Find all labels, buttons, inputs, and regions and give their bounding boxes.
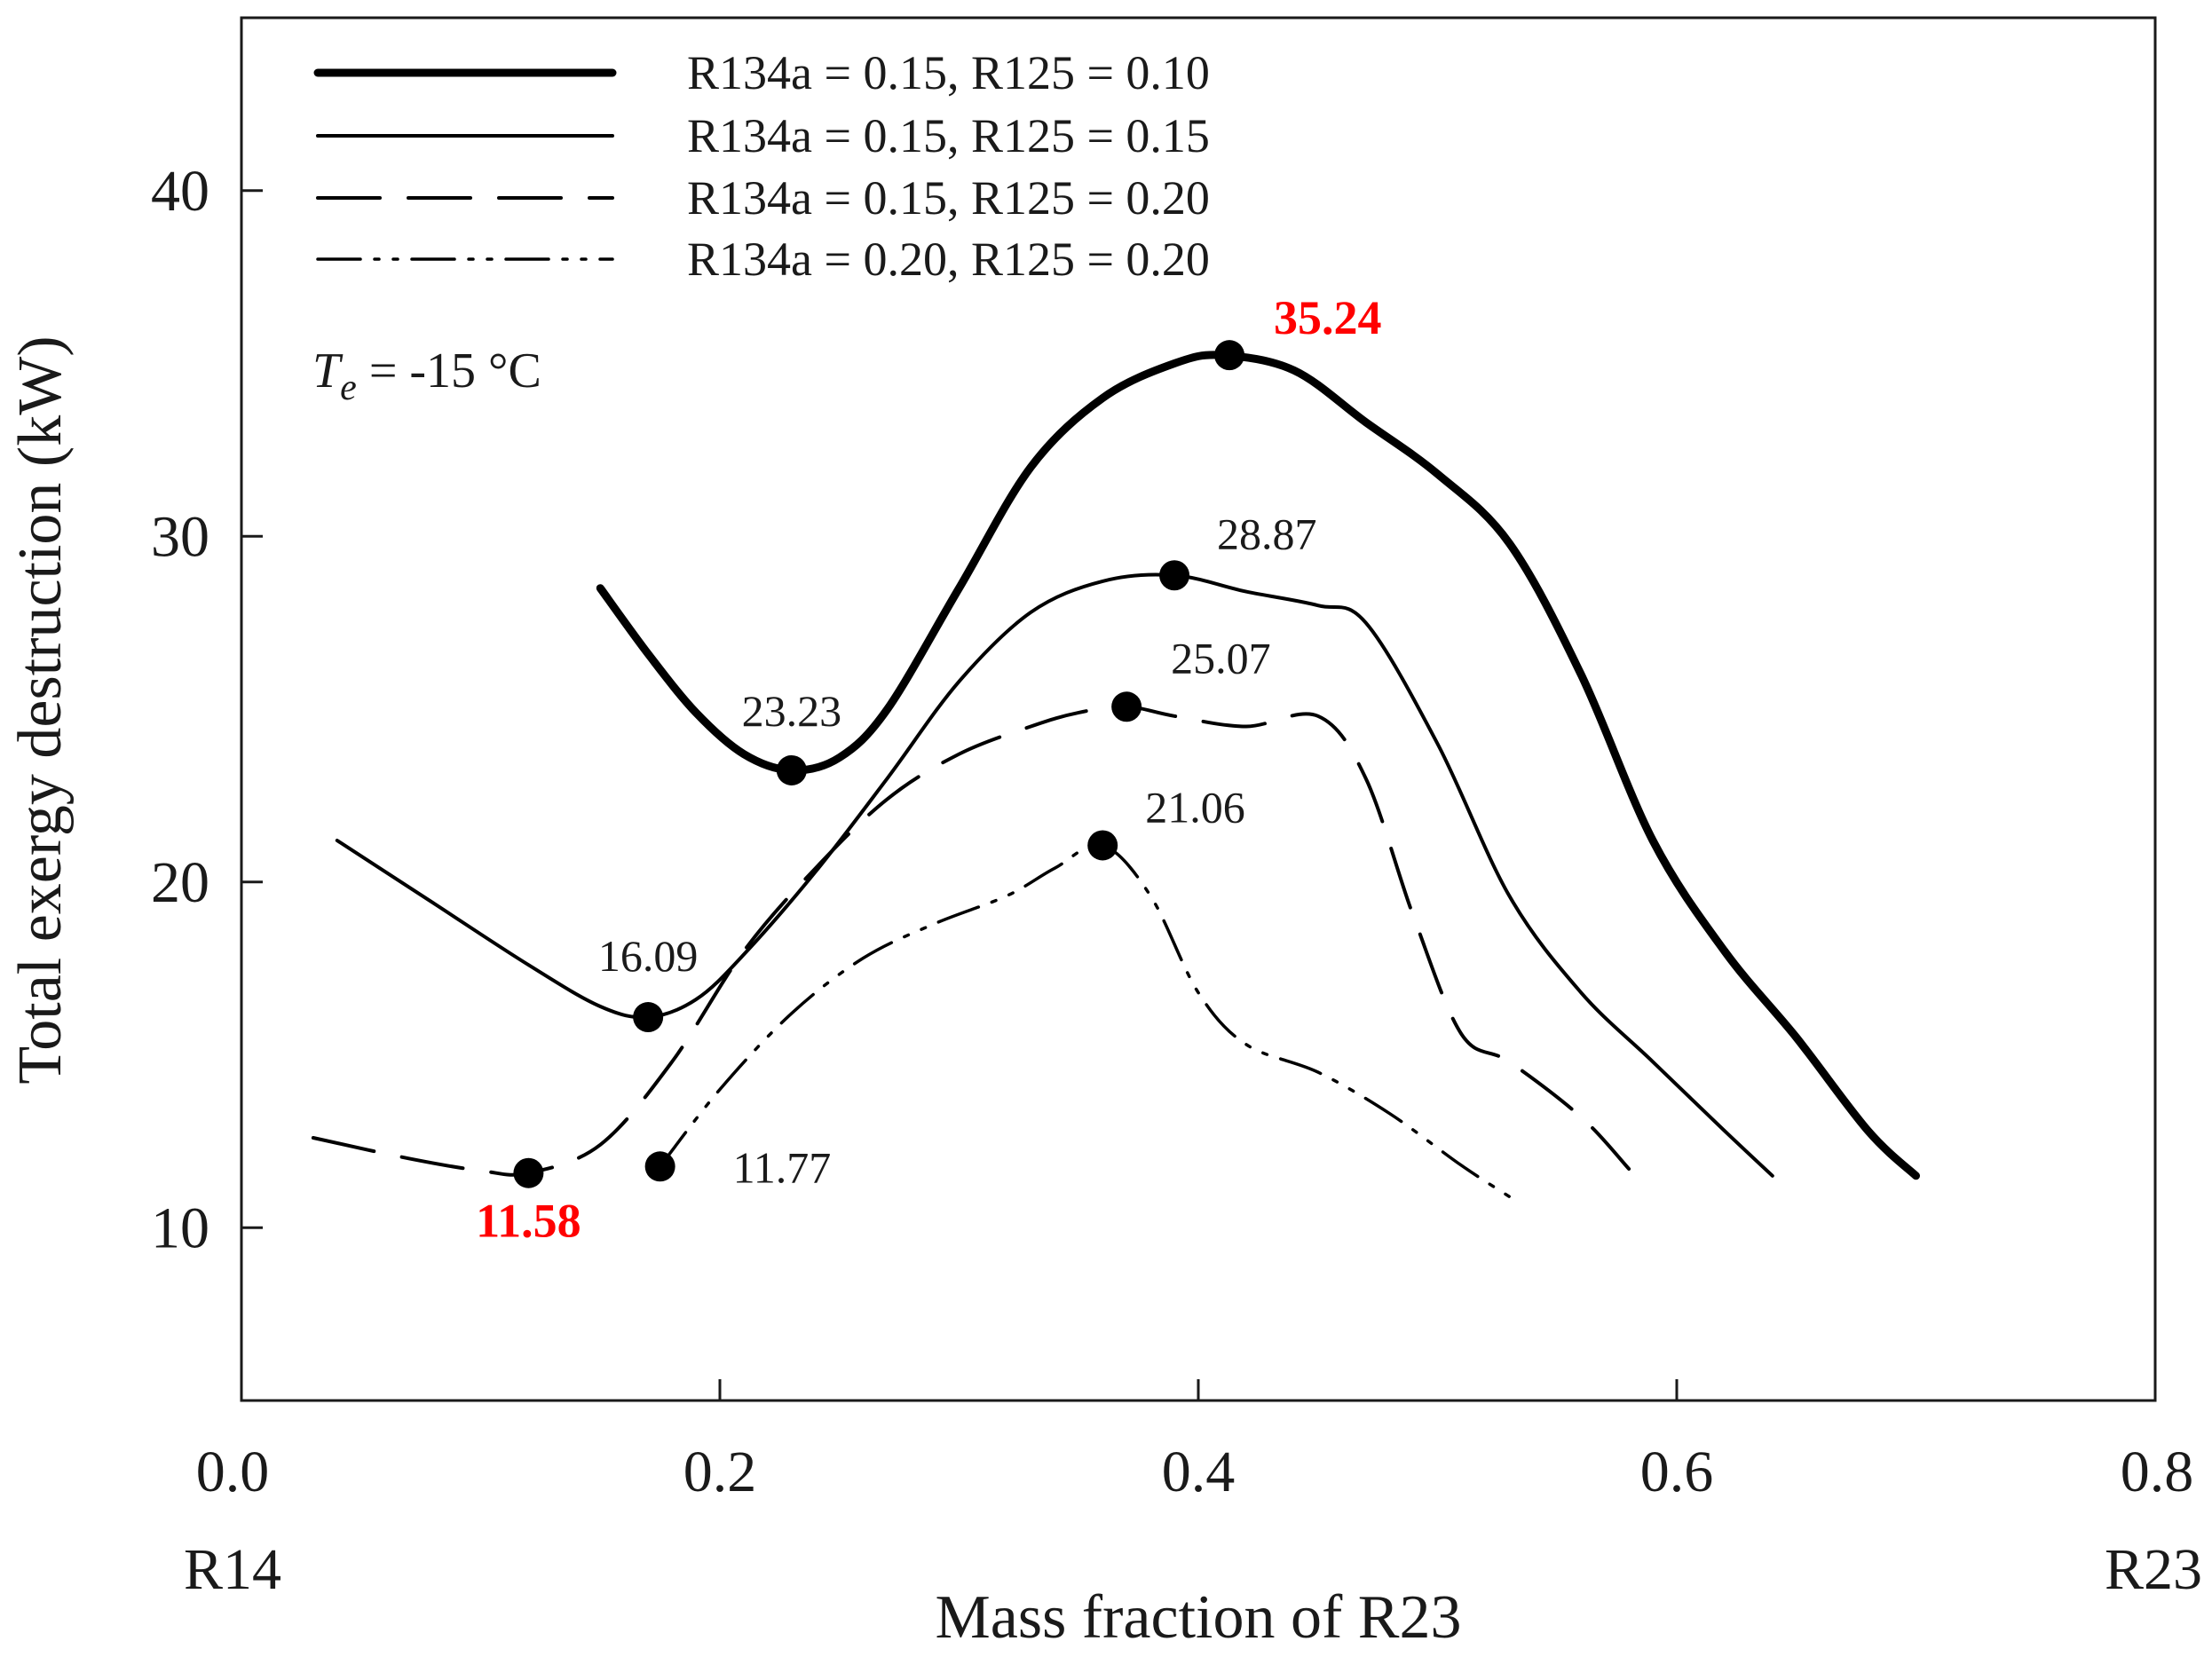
- data-label-min-2: 16.09: [598, 931, 699, 981]
- plot-frame: [240, 16, 2157, 1402]
- data-label-min-4: 11.77: [733, 1142, 832, 1192]
- x-tick-label: 0.8: [2121, 1440, 2194, 1504]
- data-label-max-4: 21.06: [1145, 782, 1245, 832]
- data-label-max-3: 25.07: [1171, 633, 1271, 683]
- series-3-min-point: [513, 1157, 544, 1188]
- series-line-4: [658, 842, 1512, 1198]
- x-axis-title: Mass fraction of R23: [936, 1583, 1462, 1652]
- x-tick-label: 0.0: [196, 1440, 270, 1504]
- x-tick-label: 0.2: [683, 1440, 757, 1504]
- data-label-max-1: 35.24: [1274, 291, 1382, 344]
- x-end-label-r23: R23: [2105, 1537, 2202, 1602]
- y-tick-label: 30: [151, 504, 209, 569]
- x-tick-label: 0.6: [1640, 1440, 1714, 1504]
- series-1-min-point: [776, 754, 807, 785]
- y-tick-label: 40: [151, 159, 209, 224]
- y-tick-label: 10: [151, 1195, 209, 1260]
- series-4-min-point: [644, 1151, 675, 1182]
- legend-label-3: R134a = 0.15, R125 = 0.20: [687, 171, 1210, 225]
- series-2-min-point: [633, 1002, 664, 1033]
- x-end-label-r14: R14: [184, 1537, 281, 1602]
- legend-label-1: R134a = 0.15, R125 = 0.10: [687, 46, 1210, 99]
- data-label-min-3: 11.58: [476, 1195, 581, 1248]
- series-line-3: [311, 705, 1631, 1177]
- data-label-min-1: 23.23: [742, 686, 842, 736]
- max-point-4: [1087, 830, 1118, 861]
- max-point-1: [1214, 340, 1245, 371]
- legend-label-4: R134a = 0.20, R125 = 0.20: [687, 233, 1210, 286]
- max-point-3: [1111, 691, 1142, 722]
- y-tick-label: 20: [151, 850, 209, 915]
- data-label-max-2: 28.87: [1217, 509, 1317, 558]
- condition-label: Te = -15 °C: [312, 343, 541, 408]
- series-line-2: [335, 572, 1774, 1178]
- x-tick-label: 0.4: [1162, 1440, 1236, 1504]
- y-axis-title: Total exergy destruction (kW): [6, 335, 75, 1084]
- legend-label-2: R134a = 0.15, R125 = 0.15: [687, 109, 1210, 162]
- max-point-2: [1159, 560, 1190, 591]
